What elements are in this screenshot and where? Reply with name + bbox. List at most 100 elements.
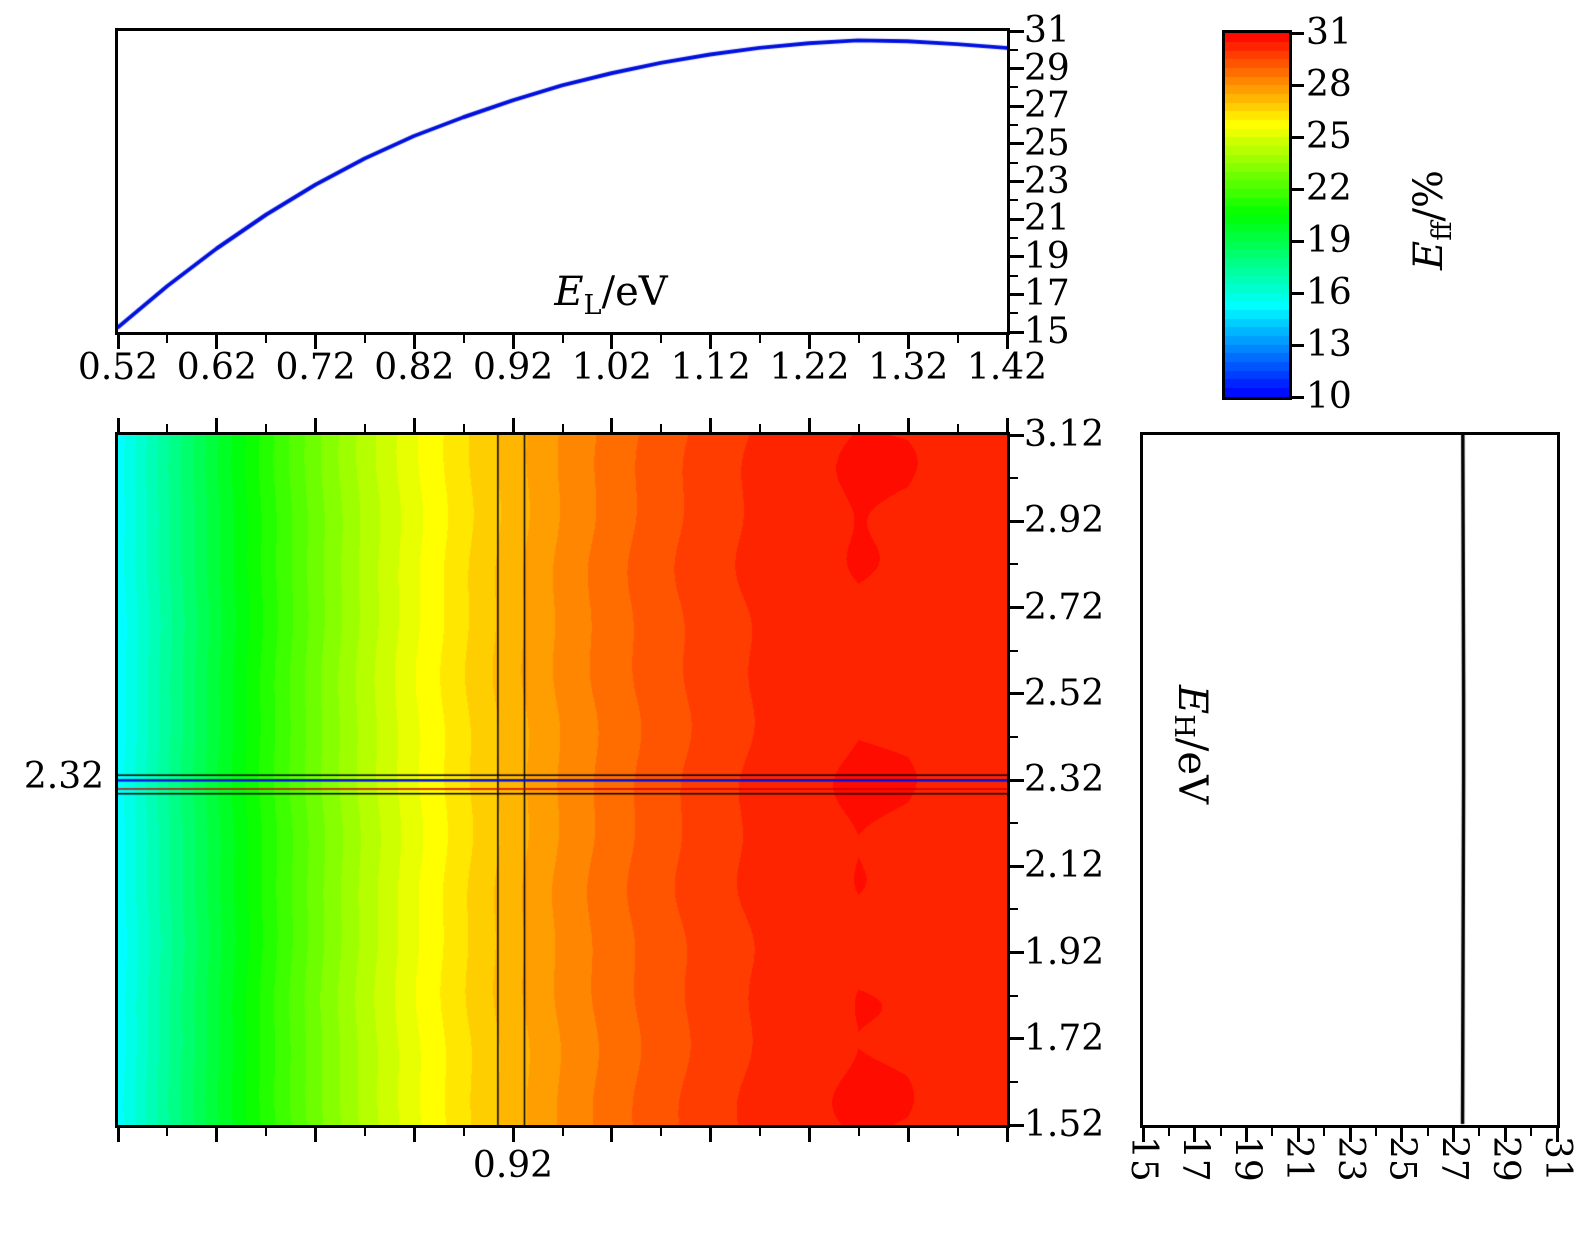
- cbar-sub: ff: [1427, 221, 1458, 241]
- tick-mark: [807, 335, 811, 349]
- tick-mark: [1010, 180, 1024, 183]
- tick-mark: [412, 418, 416, 432]
- heatmap-chart: [118, 435, 1007, 1125]
- tick-mark: [1010, 48, 1018, 51]
- top-line-chart: [118, 31, 1007, 332]
- tick-mark: [1292, 83, 1304, 87]
- tick-mark: [1010, 1037, 1024, 1041]
- tick-mark: [1010, 692, 1024, 696]
- tick-label: 19: [1306, 220, 1352, 262]
- tick-mark: [1292, 291, 1304, 295]
- tick-mark: [709, 335, 713, 349]
- tick-label: 0.92: [473, 347, 554, 388]
- tick-mark: [1141, 1128, 1145, 1142]
- tick-label: 19: [1024, 235, 1070, 277]
- tick-label: 21: [1024, 198, 1070, 240]
- tick-mark: [1478, 1128, 1481, 1136]
- el-unit: /eV: [601, 269, 668, 315]
- tick-mark: [807, 418, 811, 432]
- tick-label: 1.12: [670, 347, 751, 388]
- tick-label: 2.32: [1024, 759, 1105, 801]
- tick-mark: [1010, 563, 1018, 566]
- tick-mark: [1010, 86, 1018, 89]
- tick-mark: [511, 1128, 515, 1142]
- tick-label: 31: [1536, 1136, 1575, 1182]
- tick-mark: [1010, 124, 1018, 127]
- tick-mark: [1010, 217, 1024, 221]
- tick-mark: [857, 424, 860, 432]
- crosshair-el-label: 0.92: [472, 1145, 554, 1186]
- tick-mark: [1292, 135, 1304, 139]
- tick-mark: [857, 335, 860, 343]
- tick-mark: [215, 418, 219, 432]
- tick-mark: [1010, 778, 1024, 782]
- tick-label: 17: [1174, 1136, 1216, 1182]
- tick-mark: [511, 335, 515, 349]
- tick-mark: [1010, 312, 1018, 315]
- tick-label: 15: [1024, 311, 1070, 353]
- tick-mark: [561, 335, 564, 343]
- tick-mark: [610, 335, 614, 349]
- tick-label: 1.22: [769, 347, 850, 388]
- tick-label: 1.42: [966, 347, 1048, 388]
- tick-mark: [462, 335, 465, 343]
- tick-mark: [1452, 1128, 1455, 1142]
- tick-mark: [561, 424, 564, 432]
- tick-mark: [412, 335, 416, 349]
- tick-mark: [166, 335, 169, 343]
- tick-label: 1.92: [1024, 931, 1105, 973]
- colorbar-panel: [1222, 30, 1292, 400]
- heatmap-panel: [115, 432, 1010, 1128]
- tick-mark: [561, 1128, 564, 1136]
- tick-mark: [1010, 274, 1018, 277]
- tick-label: 0.62: [176, 347, 257, 388]
- tick-mark: [166, 1128, 169, 1136]
- tick-mark: [1010, 161, 1018, 164]
- tick-mark: [759, 424, 762, 432]
- tick-label: 2.92: [1024, 500, 1105, 542]
- eh-sub: H: [1168, 714, 1199, 738]
- tick-label: 2.52: [1024, 672, 1105, 714]
- tick-mark: [1296, 1128, 1300, 1142]
- tick-label: 1.32: [868, 347, 949, 388]
- eh-unit: /eV: [1169, 737, 1215, 804]
- tick-mark: [462, 1128, 465, 1136]
- crosshair-eh-label: 2.32: [23, 756, 104, 797]
- tick-label: 2.12: [1024, 845, 1105, 887]
- tick-mark: [610, 1128, 614, 1142]
- tick-label: 27: [1433, 1136, 1475, 1182]
- tick-mark: [1503, 1128, 1507, 1142]
- tick-label: 0.82: [374, 347, 455, 388]
- tick-label: 1.52: [1024, 1104, 1105, 1146]
- tick-label: 25: [1306, 116, 1352, 158]
- tick-mark: [1555, 1128, 1559, 1142]
- tick-mark: [1292, 31, 1304, 35]
- tick-label: 23: [1024, 160, 1070, 202]
- el-axis-label: EL/eV: [554, 269, 667, 321]
- tick-mark: [1245, 1128, 1248, 1142]
- tick-mark: [511, 418, 515, 432]
- tick-mark: [1292, 187, 1304, 191]
- tick-label: 10: [1306, 376, 1352, 418]
- tick-mark: [1292, 239, 1304, 243]
- tick-mark: [1292, 395, 1304, 399]
- tick-label: 3.12: [1024, 414, 1105, 456]
- tick-mark: [1010, 104, 1024, 108]
- cbar-unit: /%: [1406, 169, 1452, 222]
- tick-label: 0.72: [275, 347, 356, 388]
- tick-mark: [363, 424, 366, 432]
- tick-mark: [660, 335, 663, 343]
- tick-mark: [265, 1128, 268, 1136]
- tick-mark: [709, 418, 713, 432]
- tick-mark: [1010, 236, 1018, 239]
- tick-label: 13: [1306, 324, 1352, 366]
- tick-mark: [166, 424, 169, 432]
- tick-mark: [1374, 1128, 1377, 1136]
- right-line-chart: [1143, 435, 1557, 1125]
- tick-mark: [660, 1128, 663, 1136]
- tick-mark: [1010, 29, 1024, 33]
- tick-mark: [1010, 433, 1024, 437]
- tick-mark: [807, 1128, 811, 1142]
- tick-mark: [1010, 1080, 1018, 1083]
- tick-mark: [906, 1128, 910, 1142]
